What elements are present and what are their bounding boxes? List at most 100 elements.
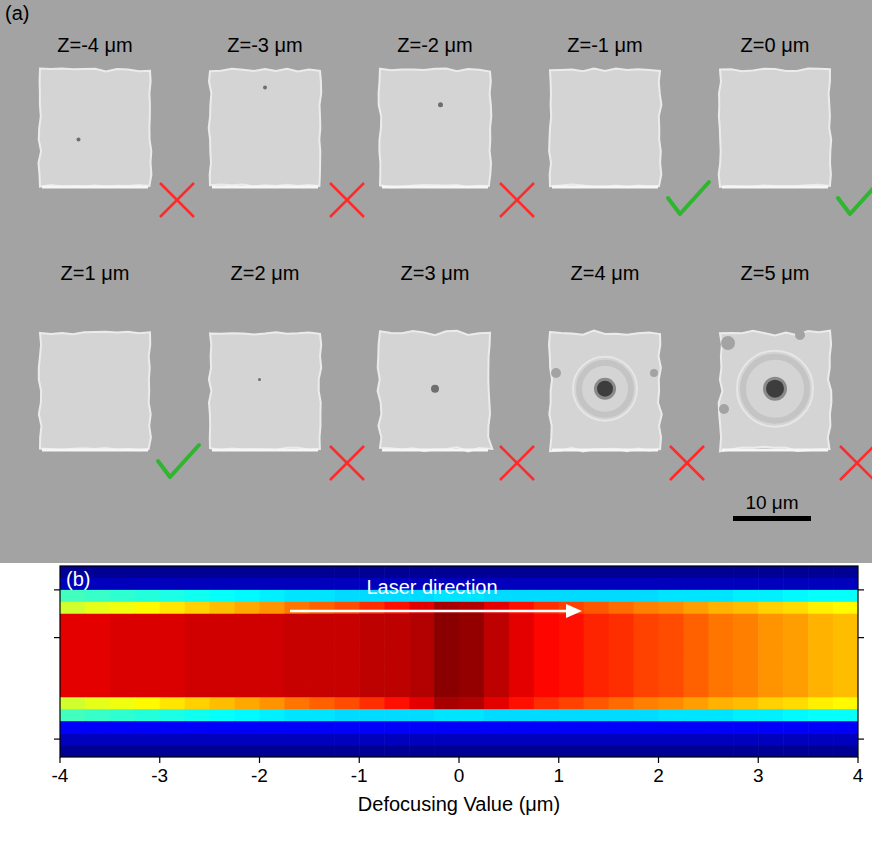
- heatmap-cell: [135, 662, 161, 675]
- heatmap-cell: [135, 578, 161, 591]
- heatmap-cell: [60, 673, 86, 686]
- heatmap-cell: [609, 626, 635, 639]
- heatmap-cell: [235, 650, 261, 663]
- heatmap-cell: [559, 673, 585, 686]
- heatmap-cell: [60, 638, 86, 651]
- heatmap-cell: [509, 685, 535, 698]
- heatmap-cell: [359, 673, 385, 686]
- heatmap-cell: [85, 626, 111, 639]
- heatmap-cell: [659, 566, 685, 579]
- heatmap-cell: [534, 614, 560, 627]
- heatmap-cell: [609, 590, 635, 603]
- z-label: Z=2 μm: [231, 262, 300, 284]
- heatmap-cell: [659, 745, 685, 757]
- heatmap-cell: [634, 673, 660, 686]
- heatmap-cell: [210, 578, 236, 591]
- heatmap-cell: [284, 638, 310, 651]
- heatmap-cell: [334, 650, 360, 663]
- panel-label: (a): [5, 2, 29, 24]
- x-tick: [658, 757, 659, 763]
- heatmap-cell: [185, 566, 211, 579]
- x-tick-label: 1: [553, 765, 564, 786]
- heatmap-cell: [260, 733, 286, 746]
- z-label: Z=-1 μm: [567, 34, 642, 56]
- sem-defect: [431, 385, 439, 393]
- heatmap-cell: [559, 745, 585, 757]
- heatmap-cell: [284, 733, 310, 746]
- heatmap-cell: [135, 566, 161, 579]
- heatmap-cell: [284, 578, 310, 591]
- heatmap-cell: [459, 709, 485, 722]
- heatmap-cell: [409, 662, 435, 675]
- heatmap-cell: [309, 650, 335, 663]
- heatmap-cell: [434, 745, 460, 757]
- heatmap-cell: [683, 578, 709, 591]
- heatmap-cell: [135, 721, 161, 734]
- heatmap-cell: [559, 685, 585, 698]
- heatmap-cell: [85, 602, 111, 615]
- heatmap-cell: [359, 614, 385, 627]
- cross-mark: [840, 446, 872, 480]
- x-tick: [59, 757, 60, 763]
- heatmap-cell: [509, 626, 535, 639]
- heatmap-cell: [260, 745, 286, 757]
- heatmap-cell: [808, 721, 834, 734]
- heatmap-cell: [384, 638, 410, 651]
- heatmap-cell: [584, 685, 610, 698]
- heatmap-cell: [459, 602, 485, 615]
- heatmap-cell: [584, 614, 610, 627]
- heatmap-cell: [758, 614, 784, 627]
- heatmap-cell: [609, 709, 635, 722]
- heatmap-cell: [833, 733, 858, 746]
- heatmap-cell: [434, 650, 460, 663]
- heatmap-cell: [783, 566, 809, 579]
- heatmap-cell: [60, 602, 86, 615]
- heatmap-cell: [135, 638, 161, 651]
- cross-stroke: [500, 446, 534, 480]
- heatmap-cell: [459, 662, 485, 675]
- heatmap-cell: [708, 626, 734, 639]
- heatmap-cell: [609, 721, 635, 734]
- heatmap-cell: [584, 745, 610, 757]
- sem-edge-highlight: [552, 449, 658, 452]
- heatmap-cell: [235, 566, 261, 579]
- heatmap-cell: [210, 745, 236, 757]
- heatmap-cell: [334, 673, 360, 686]
- heatmap-cell: [210, 721, 236, 734]
- heatmap-cell: [359, 662, 385, 675]
- heatmap-cell: [833, 590, 858, 603]
- heatmap-cell: [185, 602, 211, 615]
- heatmap-cell: [484, 733, 510, 746]
- heatmap-cell: [160, 709, 186, 722]
- heatmap-cell: [434, 602, 460, 615]
- sem-edge-highlight: [382, 186, 488, 189]
- heatmap-cell: [584, 566, 610, 579]
- heatmap-cell: [683, 673, 709, 686]
- heatmap-cell: [459, 614, 485, 627]
- heatmap-cell: [110, 578, 136, 591]
- heatmap-cell: [260, 602, 286, 615]
- heatmap-cell: [808, 650, 834, 663]
- y-tick-right: [858, 637, 864, 638]
- heatmap-cell: [459, 650, 485, 663]
- heatmap-cell: [808, 697, 834, 710]
- cross-stroke: [330, 446, 364, 480]
- heatmap-cell: [160, 626, 186, 639]
- x-tick-label: 0: [454, 765, 465, 786]
- heatmap-cell: [160, 602, 186, 615]
- heatmap-cell: [659, 662, 685, 675]
- heatmap-cell: [708, 590, 734, 603]
- heatmap-cell: [758, 733, 784, 746]
- cross-mark: [160, 183, 194, 217]
- sem-edge-highlight: [212, 449, 318, 452]
- heatmap-cell: [559, 697, 585, 710]
- heatmap-cell: [309, 638, 335, 651]
- heatmap-cell: [384, 602, 410, 615]
- heatmap-cell: [708, 733, 734, 746]
- heatmap-cell: [783, 673, 809, 686]
- heatmap-cell: [160, 566, 186, 579]
- heatmap-cell: [409, 673, 435, 686]
- heatmap-cell: [833, 685, 858, 698]
- heatmap-cell: [659, 578, 685, 591]
- heatmap-cell: [110, 662, 136, 675]
